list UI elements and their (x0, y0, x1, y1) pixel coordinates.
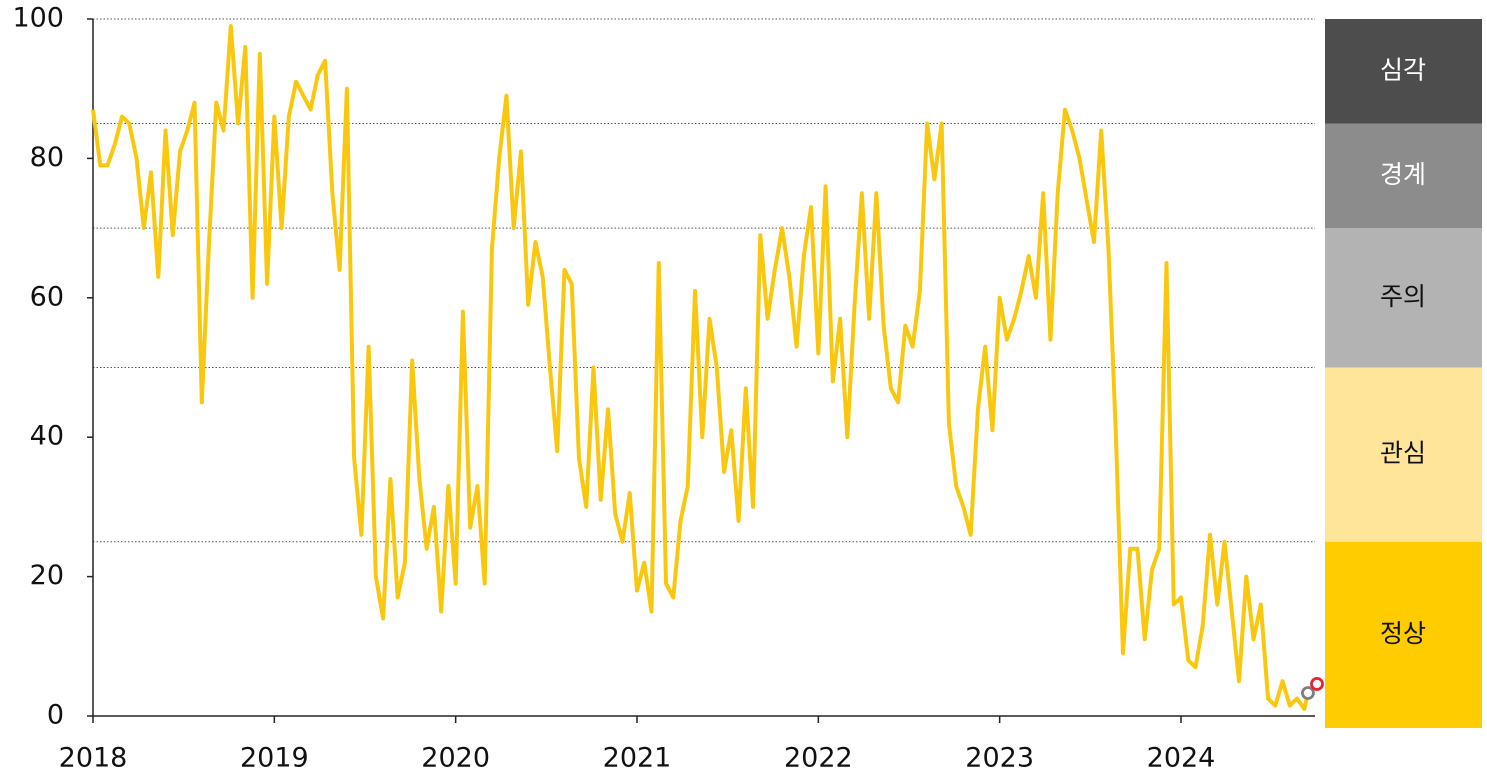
band (1325, 367, 1482, 542)
band (1325, 228, 1482, 368)
band-label: 경계 (1380, 160, 1426, 189)
x-tick-label: 2021 (603, 743, 672, 774)
x-tick-label: 2019 (240, 743, 309, 774)
point-marker (1301, 686, 1315, 700)
x-tick-label: 2022 (784, 743, 853, 774)
y-tick-label: 60 (30, 281, 64, 312)
x-tick-label: 2018 (59, 743, 128, 774)
y-tick-label: 20 (30, 560, 64, 591)
band-label: 심각 (1380, 55, 1426, 84)
band-label: 주의 (1380, 282, 1426, 311)
x-tick-label: 2023 (965, 743, 1034, 774)
band-label: 관심 (1380, 439, 1426, 468)
y-tick-label: 0 (47, 700, 64, 731)
data-line (91, 23, 1310, 712)
band (1325, 541, 1482, 728)
y-tick-label: 80 (30, 142, 64, 173)
y-tick-label: 100 (12, 3, 64, 34)
band-label: 정상 (1380, 619, 1426, 648)
band (1325, 19, 1482, 124)
x-tick-label: 2024 (1147, 743, 1216, 774)
y-tick-label: 40 (30, 421, 64, 452)
band (1325, 123, 1482, 229)
point-marker (1310, 677, 1324, 691)
x-tick-label: 2020 (421, 743, 490, 774)
